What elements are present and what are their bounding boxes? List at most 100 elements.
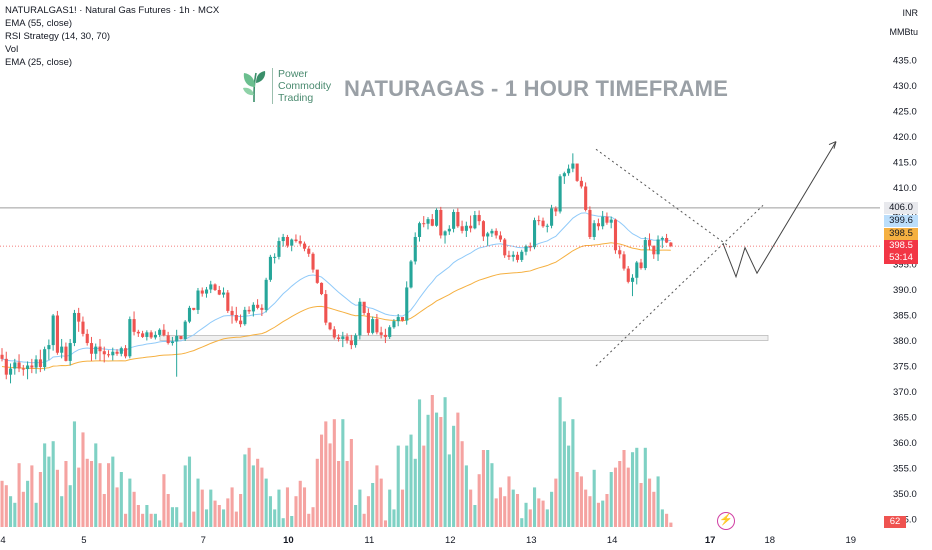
volume-bar (13, 502, 17, 527)
candle-body (273, 256, 277, 258)
candle-body (230, 310, 234, 315)
volume-bar (77, 467, 81, 527)
candle (294, 234, 298, 243)
volume-bar (64, 461, 68, 527)
price-tick-label: 350.0 (893, 489, 917, 500)
symbol-title[interactable]: NATURALGAS1! · Natural Gas Futures · 1h … (5, 5, 220, 16)
unit-label[interactable]: MMBtu (889, 27, 918, 37)
candle-body (136, 331, 140, 334)
price-tag-countdown[interactable]: 53:14 (884, 252, 918, 264)
volume-bar (520, 518, 524, 527)
legend-ema25[interactable]: EMA (25, close) (5, 57, 73, 68)
candle (213, 283, 217, 292)
candle-body (0, 354, 4, 359)
volume-bar (98, 463, 102, 527)
candle-body (464, 225, 468, 231)
candle (273, 253, 277, 264)
volume-bar (230, 487, 234, 527)
candle (13, 358, 17, 375)
volume-bar (192, 511, 196, 527)
candle-body (30, 365, 34, 368)
volume-bar (575, 472, 579, 527)
support-zone (159, 334, 769, 341)
price-tag-ema55[interactable]: 398.5 (884, 228, 918, 240)
price-tag-resistance[interactable]: 406.0 (884, 202, 918, 214)
price-tick-label: 415.0 (893, 158, 917, 169)
legend-rsi[interactable]: RSI Strategy (14, 30, 70) (5, 31, 111, 42)
volume-bar (124, 513, 128, 527)
price-tag-last[interactable]: 398.5 (884, 240, 918, 252)
candle (21, 364, 25, 376)
volume-bar (464, 465, 468, 527)
volume-bar (435, 412, 439, 527)
candle (349, 334, 353, 350)
volume-bar (81, 432, 85, 527)
candle (486, 231, 490, 246)
candle (362, 301, 366, 315)
candle-body (486, 233, 490, 237)
candle-body (584, 186, 588, 210)
candle-body (669, 242, 673, 247)
candle-body (447, 228, 451, 232)
candle-body (375, 319, 379, 333)
candle-body (324, 294, 328, 323)
candle-body (528, 246, 532, 248)
price-tag-ema25[interactable]: 399.6 (884, 215, 918, 227)
candle (417, 221, 422, 242)
time-axis[interactable]: 4 5 7 10 11 12 13 14 17 18 19 (0, 535, 856, 546)
volume-bar (550, 491, 554, 527)
candle-body (660, 237, 664, 240)
candle (533, 217, 537, 250)
volume-bar (115, 487, 119, 527)
volume-bar (72, 421, 77, 527)
candle (388, 325, 392, 339)
volume-bar (469, 489, 473, 527)
price-axis[interactable]: 345.0350.0355.0360.0365.0370.0375.0380.0… (893, 56, 917, 526)
candle (124, 345, 128, 359)
alert-flash-icon[interactable]: ⚡ (717, 512, 735, 530)
volume-bar (251, 465, 255, 527)
currency-label[interactable]: INR (902, 8, 919, 18)
candle-body (622, 254, 626, 269)
candle (128, 316, 132, 359)
volume-bar (379, 478, 383, 527)
candle-body (596, 223, 600, 227)
candle-body (648, 240, 652, 246)
candle-body (222, 292, 226, 295)
candle-body (601, 216, 605, 227)
volume-bar (545, 509, 549, 527)
candle-layer[interactable] (0, 153, 673, 384)
leaf-icon (243, 71, 266, 103)
candle (452, 209, 456, 233)
price-tick-label: 375.0 (893, 362, 917, 373)
legend-ema55[interactable]: EMA (55, close) (5, 18, 73, 29)
candle (562, 171, 566, 184)
candle-body (290, 239, 294, 246)
candle-body (34, 359, 38, 368)
candle-body (511, 254, 515, 257)
candle-body (524, 246, 528, 252)
time-tick-label: 10 (283, 535, 294, 546)
candle (192, 307, 196, 311)
volume-bar (51, 441, 55, 527)
volume-bar (0, 480, 4, 527)
candle-body (430, 219, 434, 226)
price-tick-label: 420.0 (893, 132, 917, 143)
candle-body (635, 262, 639, 278)
candle (94, 343, 98, 360)
candle-body (332, 329, 336, 338)
candle-body (643, 240, 647, 269)
company-logo: Power Commodity Trading (240, 68, 331, 104)
candle (584, 182, 588, 212)
volume-bar (596, 502, 600, 527)
candle (17, 354, 21, 373)
candle (102, 346, 106, 363)
candle (209, 280, 213, 294)
candle-body (477, 215, 481, 222)
candle-body (115, 351, 119, 354)
time-tick-label: 18 (765, 535, 776, 546)
volume-bar (119, 472, 123, 527)
legend-vol[interactable]: Vol (5, 44, 19, 55)
volume-value-badge[interactable]: 62 (884, 516, 906, 528)
